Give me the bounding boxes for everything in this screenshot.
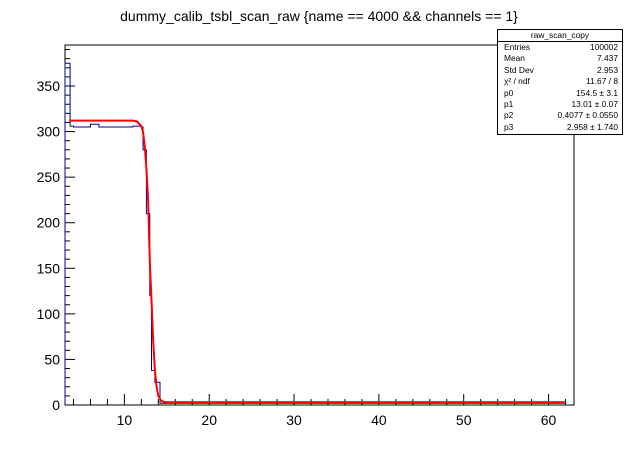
x-tick-label: 20 [201,412,217,428]
stats-row: p2 0.4077 ± 0.0550 [498,110,622,121]
stats-row: χ² / ndf 11.67 / 8 [498,76,622,87]
stats-value: 154.5 ± 3.1 [576,87,618,98]
x-tick-label: 60 [541,412,557,428]
stats-rows: Entries 100002 Mean 7.437 Std Dev 2.953 χ² / n… [498,42,622,133]
stats-label: Std Dev [504,64,534,75]
stats-row: p3 2.958 ± 1.740 [498,122,622,133]
stats-value: 0.4077 ± 0.0550 [557,110,618,121]
y-tick-label: 250 [37,169,61,185]
x-axis: 10 20 30 40 50 60 [72,394,567,428]
stats-value: 11.67 / 8 [586,76,618,87]
x-tick-label: 10 [117,412,133,428]
stats-row: Mean 7.437 [498,53,622,64]
stats-row: Std Dev 2.953 [498,65,622,76]
stats-box: raw_scan_copy Entries 100002 Mean 7.437 Std … [497,29,623,135]
stats-label: p0 [504,87,514,98]
y-tick-label: 200 [37,215,61,231]
y-tick-label: 350 [37,78,61,94]
stats-label: χ² / ndf [504,76,530,87]
stats-label: Entries [504,42,531,52]
y-tick-label: 0 [52,397,60,413]
stats-label: Mean [504,53,525,64]
y-tick-label: 100 [37,306,61,322]
stats-value: 2.958 ± 1.740 [566,121,618,132]
x-tick-label: 30 [286,412,302,428]
series-group [64,62,566,405]
stats-label: p3 [504,121,514,132]
stats-row: p0 154.5 ± 3.1 [498,88,622,99]
y-tick-label: 300 [37,124,61,140]
x-tick-label: 50 [456,412,472,428]
x-tick-label: 40 [371,412,387,428]
stats-box-title: raw_scan_copy [498,30,622,42]
y-tick-label: 150 [37,260,61,276]
stats-value: 2.953 [597,64,618,75]
fit-curve [69,119,566,404]
stats-row: Entries 100002 [498,42,622,53]
stats-row: p1 13.01 ± 0.07 [498,99,622,110]
stats-label: p1 [504,98,514,109]
y-tick-label: 50 [44,351,60,367]
histogram-series [64,62,566,405]
y-axis: 0 50 100 150 200 250 300 350 [37,49,75,413]
chart-title: dummy_calib_tsbl_scan_raw {name == 4000 … [120,8,518,24]
stats-value: 100002 [590,42,618,52]
stats-value: 7.437 [597,53,618,64]
stats-value: 13.01 ± 0.07 [571,98,618,109]
stats-label: p2 [504,110,514,121]
